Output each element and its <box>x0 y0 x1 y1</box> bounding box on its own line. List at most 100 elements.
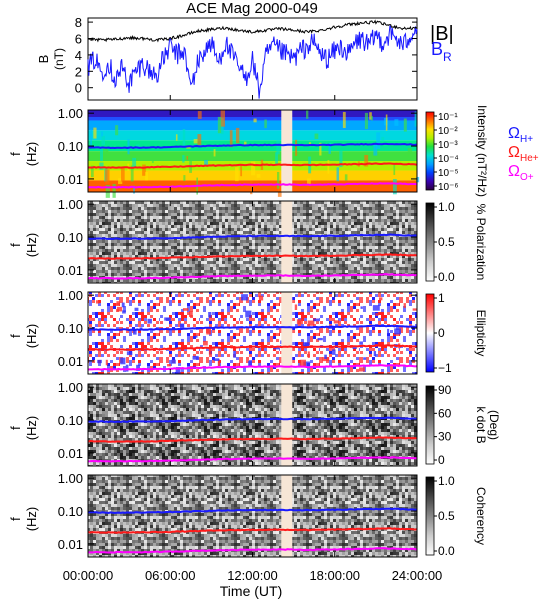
y-tick-label: 1.00 <box>58 380 83 395</box>
ellipticity-blob <box>133 330 137 335</box>
y-tick-label: 0.01 <box>58 172 83 187</box>
ellipticity-blob <box>378 297 383 301</box>
ellipticity-blob <box>122 310 126 314</box>
intensity-streak <box>342 111 346 128</box>
gyro-legend-2: ΩHe+ <box>508 144 539 164</box>
intensity-streak <box>414 111 418 127</box>
intensity-band <box>88 151 417 162</box>
intensity-streak <box>416 176 420 183</box>
ellipticity-blob <box>208 312 212 318</box>
intensity-streak <box>130 165 134 182</box>
y-tick-label: 8 <box>75 15 82 30</box>
ellipticity-blob <box>97 359 102 364</box>
intensity-streak <box>217 116 222 134</box>
y-axis-unit: (nT) <box>52 48 66 70</box>
ellipticity-blob <box>304 342 310 347</box>
colorbar-label: % Polarization <box>474 204 488 281</box>
o-plus-gyro-line <box>88 182 418 189</box>
intensity-streak <box>90 165 94 178</box>
ellipticity-blob <box>360 306 363 309</box>
h-plus-gyro-line <box>87 233 418 241</box>
ellipticity-blob <box>96 300 100 304</box>
intensity-streak <box>394 119 399 126</box>
colorbar-tick-label: 0 <box>438 326 445 340</box>
ellipticity-blob <box>233 350 237 358</box>
ellipticity-blob <box>322 357 330 362</box>
h-plus-gyro-line <box>87 416 418 424</box>
colorbar-tick-label: 1 <box>438 291 445 305</box>
ellipticity-blob <box>134 307 139 311</box>
ellipticity-blob <box>363 357 367 360</box>
legend-b-magnitude: |B| <box>430 23 454 45</box>
he-plus-gyro-line <box>87 527 418 534</box>
intensity-streak <box>275 152 279 164</box>
data-gap <box>281 110 293 192</box>
ellipticity-blob <box>273 346 280 350</box>
colorbar-tick-label: 0.5 <box>438 509 455 523</box>
colorbar <box>425 202 435 282</box>
y-tick-label: 0.01 <box>58 446 83 461</box>
intensity-streak <box>250 180 253 195</box>
y-tick-label: 0.10 <box>58 230 83 245</box>
y-axis-unit: (Hz) <box>24 142 39 167</box>
intensity-streak <box>373 144 378 156</box>
y-axis-label: f <box>8 426 23 430</box>
y-axis-label: f <box>8 152 23 156</box>
y-tick-label: 0.10 <box>58 139 83 154</box>
o-plus-gyro-line <box>88 547 418 554</box>
y-tick-label: 2 <box>75 64 82 79</box>
ellipticity-blob <box>208 349 212 355</box>
b-magnitude-line <box>87 19 418 43</box>
intensity-streak <box>182 129 186 146</box>
y-tick-label: 0.01 <box>58 537 83 552</box>
colorbar-label: k dot B <box>474 406 488 443</box>
ellipticity-blob <box>217 359 221 367</box>
intensity-streak <box>253 118 257 123</box>
intensity-streak <box>235 127 240 144</box>
ellipticity-blob <box>352 346 357 349</box>
y-tick-label: 6 <box>75 32 82 47</box>
ellipticity-blob <box>358 367 365 372</box>
ellipticity-blob <box>333 320 340 324</box>
colorbar-label: Ellipticity <box>474 310 488 357</box>
spectral-panel-5: 1.00 0.10 0.01 f (Hz) 1.0 0.5 0.0 Coherency <box>8 471 488 558</box>
intensity-streak <box>193 139 198 144</box>
colorbar-tick-label: −1 <box>438 361 452 375</box>
intensity-streak <box>183 175 186 182</box>
spectral-panel-4: 1.00 0.10 0.01 f (Hz) 90 60 30 0 k dot B (Deg) <box>8 380 501 467</box>
ellipticity-blob <box>126 351 133 356</box>
y-axis-label: B <box>36 55 51 64</box>
ellipticity-blob <box>299 359 306 367</box>
intensity-streak <box>100 147 104 162</box>
intensity-streak <box>381 136 385 142</box>
intensity-streak <box>220 110 226 127</box>
legend-br-subscript: R <box>443 50 452 64</box>
y-tick-label: 0.01 <box>58 354 83 369</box>
spectral-texture <box>88 292 417 374</box>
ellipticity-blob <box>403 303 406 308</box>
y-axis-label: f <box>8 334 23 338</box>
colorbar-tick-label: 0 <box>438 453 445 467</box>
o-plus-gyro-line <box>87 273 418 280</box>
intensity-streak <box>145 171 149 181</box>
intensity-streak <box>197 134 202 145</box>
x-tick-label: 24:00:00 <box>392 568 443 583</box>
intensity-streak <box>102 146 108 159</box>
y-tick-label: 0.01 <box>58 263 83 278</box>
ellipticity-blob <box>125 364 129 372</box>
intensity-streak <box>251 161 256 176</box>
y-axis-label: f <box>8 243 23 247</box>
intensity-streak <box>101 131 103 137</box>
intensity-streak <box>276 140 280 155</box>
intensity-streak <box>132 157 137 169</box>
intensity-streak <box>186 156 189 160</box>
intensity-streak <box>118 178 123 185</box>
intensity-streak <box>213 149 216 157</box>
ellipticity-blob <box>203 340 208 346</box>
colorbar <box>425 385 435 465</box>
intensity-streak <box>133 185 135 194</box>
colorbar-tick-label: 1.0 <box>438 474 455 488</box>
ellipticity-blob <box>167 364 171 367</box>
